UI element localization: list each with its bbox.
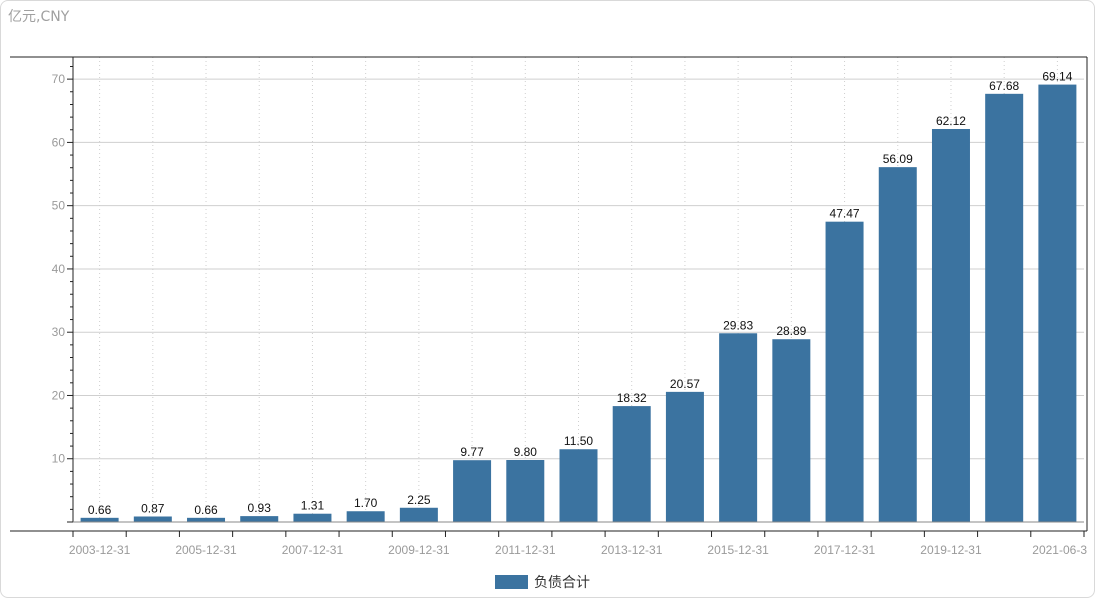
x-tick-label: 2019-12-31 <box>920 543 982 557</box>
y-tick-label: 10 <box>52 452 66 466</box>
y-tick-label: 30 <box>52 325 66 339</box>
bar <box>240 516 279 522</box>
y-tick-label: 40 <box>52 262 66 276</box>
unit-label: 亿元,CNY <box>8 9 70 25</box>
bar-value-label: 9.80 <box>514 445 538 459</box>
bar <box>772 339 811 522</box>
bar-value-label: 2.25 <box>407 493 431 507</box>
bar <box>931 128 970 522</box>
x-tick-label: 2021-06-3 <box>1032 543 1087 557</box>
bar <box>187 517 226 522</box>
x-tick-label: 2017-12-31 <box>814 543 876 557</box>
axes <box>10 56 1088 537</box>
x-tick-label: 2003-12-31 <box>69 543 131 557</box>
bar <box>1038 84 1077 522</box>
bar <box>453 460 492 522</box>
bar <box>825 221 864 522</box>
x-tick-label: 2013-12-31 <box>601 543 663 557</box>
y-tick-label: 50 <box>52 199 66 213</box>
x-tick-label: 2015-12-31 <box>707 543 769 557</box>
bar-value-label: 62.12 <box>936 114 966 128</box>
y-tick-label: 60 <box>52 135 66 149</box>
bar-value-label: 47.47 <box>830 207 860 221</box>
bar <box>612 406 651 522</box>
x-tick-labels: 2003-12-31 2005-12-31 2007-12-31 2009-12-31… <box>69 543 1087 557</box>
bar-value-label: 29.83 <box>723 318 753 332</box>
x-tick-label: 2011-12-31 <box>495 543 556 557</box>
legend[interactable]: 负债合计 <box>495 572 590 592</box>
bar <box>506 460 545 522</box>
bar-value-label: 0.93 <box>248 501 272 515</box>
bar-value-label: 0.66 <box>194 503 218 517</box>
bar-value-label: 0.87 <box>141 501 165 515</box>
bar <box>559 449 598 522</box>
bar <box>133 516 172 522</box>
bar-value-label: 56.09 <box>883 152 913 166</box>
bar <box>346 511 385 522</box>
bar <box>985 93 1024 523</box>
legend-swatch <box>495 575 528 589</box>
bar-value-label: 1.70 <box>354 496 378 510</box>
bar-value-label: 67.68 <box>989 79 1019 93</box>
bar <box>399 507 438 522</box>
bar <box>719 333 758 522</box>
bar-value-label: 1.31 <box>301 499 325 513</box>
y-tick-label: 70 <box>52 72 66 86</box>
x-tick-label: 2009-12-31 <box>388 543 450 557</box>
bar-value-labels: 0.66 0.87 0.66 0.93 1.31 1.70 2.25 9.77 9.80 11.5… <box>88 70 1073 517</box>
bar <box>878 167 917 522</box>
bar <box>293 513 332 522</box>
bar <box>80 517 119 522</box>
bar <box>665 391 704 522</box>
x-tick-label: 2007-12-31 <box>282 543 344 557</box>
bar-value-label: 11.50 <box>564 434 593 448</box>
y-tick-label: 20 <box>52 388 66 402</box>
bar-value-label: 9.77 <box>460 445 484 459</box>
x-tick-label: 2005-12-31 <box>175 543 237 557</box>
bars <box>80 84 1077 523</box>
bar-value-label: 0.66 <box>88 503 112 517</box>
legend-label: 负债合计 <box>534 575 590 591</box>
bar-value-label: 28.89 <box>776 324 806 338</box>
bar-value-label: 69.14 <box>1042 70 1072 84</box>
bar-value-label: 20.57 <box>670 377 700 391</box>
y-tick-labels: 10 20 30 40 50 60 70 <box>52 72 66 466</box>
bar-value-label: 18.32 <box>617 391 647 405</box>
